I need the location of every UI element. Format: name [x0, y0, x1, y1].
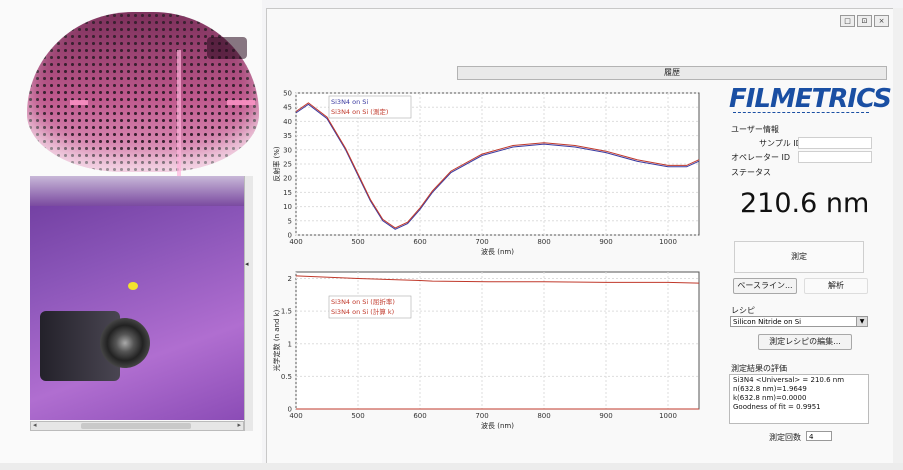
splitter-arrow-icon[interactable]: ◂	[245, 260, 249, 268]
x-tick-label: 800	[537, 412, 550, 420]
y-tick-label: 20	[283, 175, 292, 183]
operator-id-label: オペレーター ID	[731, 153, 791, 162]
logo-underline	[733, 112, 869, 116]
x-tick-label: 500	[351, 238, 364, 246]
y-tick-label: 2	[288, 275, 292, 283]
series-line	[295, 275, 700, 284]
x-tick-label: 400	[289, 238, 302, 246]
y-axis-label: 光学定数 (n and k)	[272, 309, 281, 371]
wafer-mark	[227, 100, 255, 105]
wafer-photo	[27, 12, 259, 180]
chevron-down-icon[interactable]: ▼	[856, 317, 867, 326]
x-tick-label: 1000	[659, 412, 677, 420]
y-tick-label: 5	[288, 217, 292, 225]
x-tick-label: 1000	[659, 238, 677, 246]
scroll-right-icon[interactable]: ▸	[237, 421, 241, 429]
y-tick-label: 15	[283, 189, 292, 197]
results-line: n(632.8 nm)=1.9649	[733, 385, 807, 393]
legend-entry: Si3N4 on Si	[331, 98, 368, 106]
y-tick-label: 0	[288, 406, 292, 414]
recipe-select[interactable]: Silicon Nitride on Si ▼	[730, 316, 868, 327]
operator-id-field[interactable]	[798, 151, 872, 163]
maximize-button[interactable]: ⊡	[857, 15, 872, 27]
results-line: Goodness of fit = 0.9951	[733, 403, 821, 411]
results-line: k(632.8 nm)=0.0000	[733, 394, 807, 402]
filmetrics-logo: FILMETRICS	[729, 84, 892, 114]
x-tick-label: 800	[537, 238, 550, 246]
legend-entry: Si3N4 on Si (屈折率)	[331, 297, 395, 306]
analyze-button[interactable]: 解析	[804, 278, 868, 294]
y-axis-label: 反射率 (%)	[272, 146, 281, 182]
count-label: 測定回数	[769, 433, 801, 442]
x-tick-label: 400	[289, 412, 302, 420]
y-tick-label: 25	[283, 161, 292, 169]
x-tick-label: 600	[413, 238, 426, 246]
y-tick-label: 30	[283, 146, 292, 154]
y-tick-label: 1	[288, 340, 292, 348]
x-tick-label: 700	[475, 238, 488, 246]
y-tick-label: 45	[283, 104, 292, 112]
camera-scrollbar[interactable]: ◂ ▸	[30, 421, 244, 431]
y-tick-label: 35	[283, 132, 292, 140]
x-tick-label: 500	[351, 412, 364, 420]
scroll-left-icon[interactable]: ◂	[33, 421, 37, 429]
camera-panel: ◂ ▸ ◂	[0, 0, 262, 470]
thickness-readout: 210.6 nm	[740, 188, 870, 219]
x-tick-label: 700	[475, 412, 488, 420]
plot-area	[295, 271, 700, 410]
close-button[interactable]: ×	[874, 15, 889, 27]
x-axis-label: 波長 (nm)	[481, 247, 514, 256]
legend-entry: Si3N4 on Si (測定)	[331, 107, 388, 116]
panel-splitter[interactable]	[244, 176, 253, 431]
measure-button[interactable]: 測定	[734, 241, 864, 273]
x-tick-label: 900	[599, 412, 612, 420]
x-tick-label: 900	[599, 238, 612, 246]
x-axis-label: 波長 (nm)	[481, 421, 514, 430]
legend-entry: Si3N4 on Si (計算 k)	[331, 307, 394, 316]
user-info-label: ユーザー情報	[731, 125, 779, 134]
results-box: Si3N4 <Universal> = 210.6 nm n(632.8 nm)…	[729, 374, 869, 424]
edit-recipe-button[interactable]: 測定レシピの編集...	[758, 334, 852, 350]
y-tick-label: 40	[283, 118, 292, 126]
x-tick-label: 600	[413, 412, 426, 420]
y-tick-label: 0	[288, 232, 292, 240]
y-tick-label: 0.5	[281, 373, 292, 381]
page-bottom	[0, 463, 903, 470]
count-field[interactable]: 4	[806, 431, 832, 441]
sample-id-label: サンプル ID	[759, 139, 802, 148]
legend-box	[328, 95, 412, 119]
window-controls: □ ⊡ ×	[840, 15, 889, 27]
recipe-label: レシピ	[731, 306, 755, 315]
charts-area: 400 500 600 700 800 900 1000504540353025201510…	[272, 90, 700, 430]
stage-highlight	[30, 176, 244, 206]
wafer-mark	[207, 37, 247, 59]
probe-lens	[100, 318, 150, 368]
wafer-scribe-line	[177, 50, 181, 180]
results-line: Si3N4 <Universal> = 210.6 nm	[733, 376, 845, 384]
scroll-thumb[interactable]	[81, 423, 191, 429]
y-tick-label: 1.5	[281, 308, 292, 316]
history-tab[interactable]: 履歴	[457, 66, 887, 80]
minimize-button[interactable]: □	[840, 15, 855, 27]
status-label: ステータス	[731, 168, 771, 177]
series-line	[295, 102, 700, 229]
legend-box	[328, 295, 412, 319]
measurement-spot	[128, 282, 138, 290]
recipe-value: Silicon Nitride on Si	[733, 318, 802, 326]
window-edge	[893, 8, 903, 463]
wafer-mark	[70, 100, 88, 105]
stage-camera-view	[30, 176, 244, 420]
baseline-button[interactable]: ベースライン...	[733, 278, 797, 294]
y-tick-label: 50	[283, 90, 292, 98]
series-line	[295, 103, 700, 230]
sample-id-field[interactable]	[798, 137, 872, 149]
results-label: 測定結果の評価	[731, 364, 787, 373]
y-tick-label: 10	[283, 203, 292, 211]
